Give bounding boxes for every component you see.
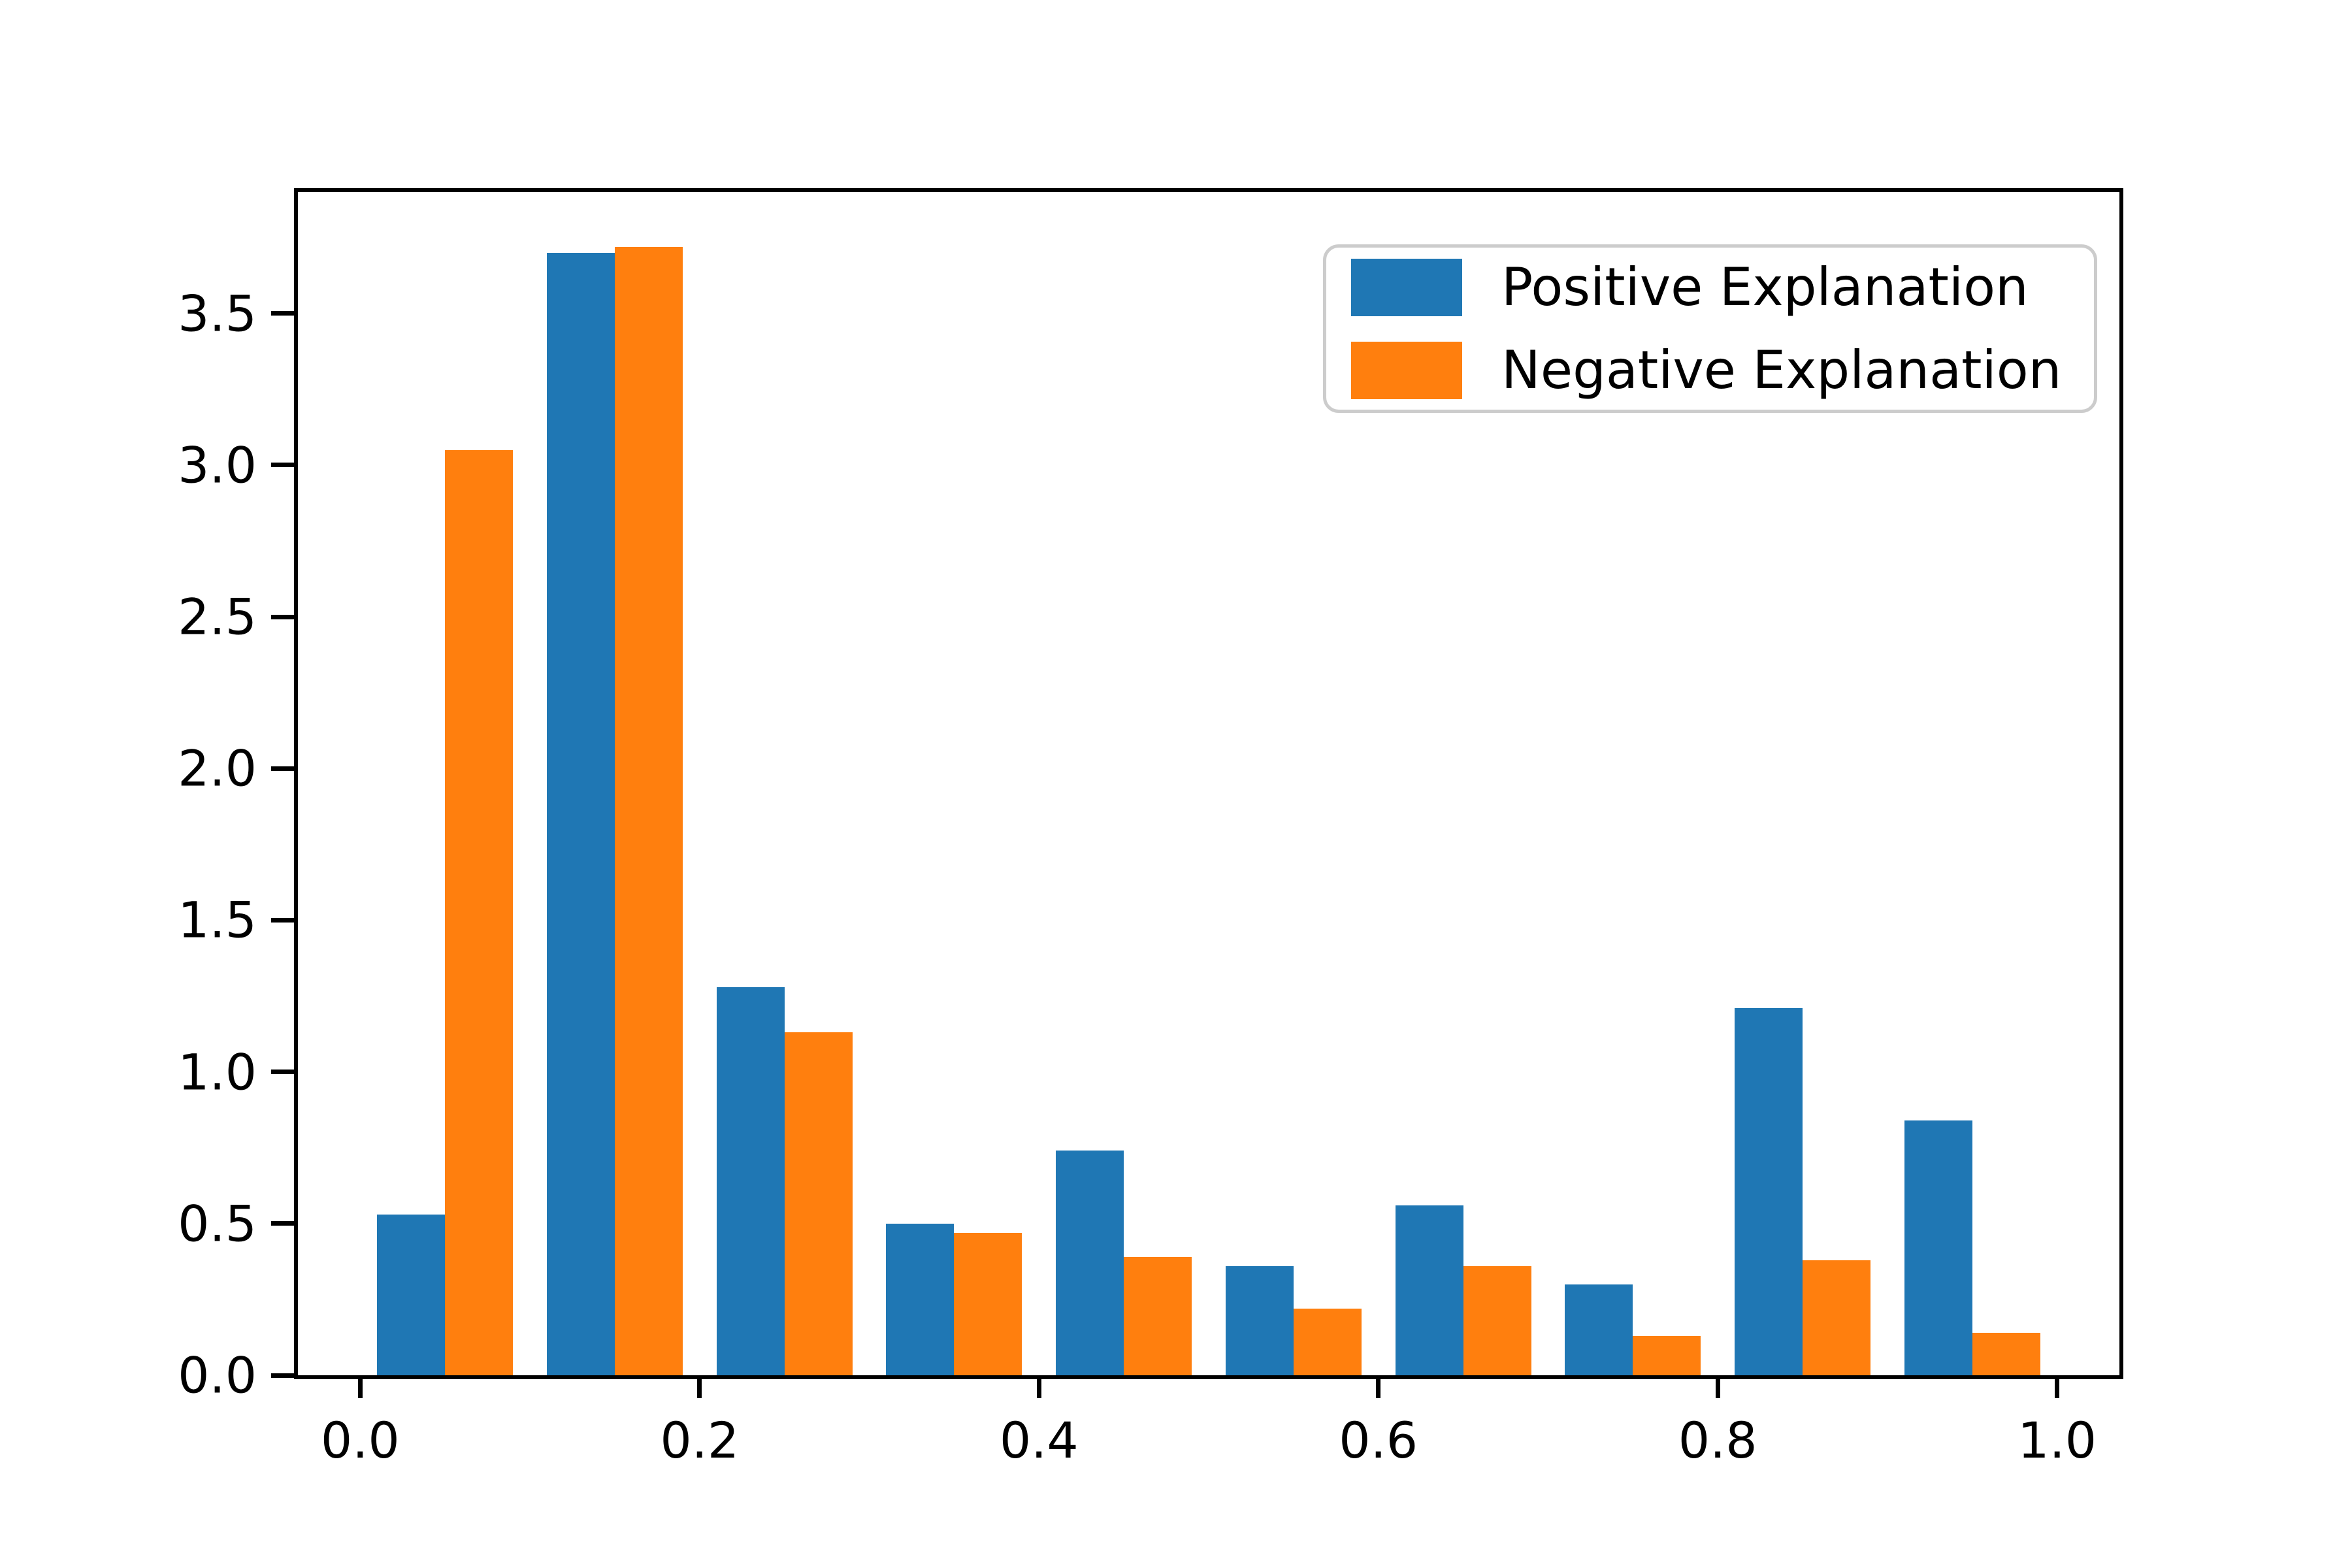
bar-negative-bin9	[1972, 1333, 2040, 1375]
bar-positive-bin0	[377, 1214, 446, 1375]
bar-positive-bin2	[716, 987, 785, 1375]
x-tick-0.2	[697, 1375, 702, 1398]
x-tick-label-0.2: 0.2	[660, 1411, 740, 1469]
y-tick-label-0.5: 0.5	[178, 1194, 257, 1253]
bar-positive-bin8	[1735, 1008, 1803, 1375]
x-tick-0.6	[1376, 1375, 1381, 1398]
x-tick-label-0.8: 0.8	[1678, 1411, 1757, 1469]
legend-label-positive: Positive Explanation	[1501, 257, 2029, 318]
bar-negative-bin3	[954, 1232, 1022, 1375]
x-tick-0.8	[1715, 1375, 1720, 1398]
y-tick-label-1.5: 1.5	[178, 890, 257, 949]
legend-label-negative: Negative Explanation	[1501, 340, 2062, 400]
bar-negative-bin2	[784, 1032, 853, 1375]
y-tick-3.0	[271, 463, 294, 468]
y-tick-label-2.0: 2.0	[178, 739, 257, 798]
y-tick-2.0	[271, 766, 294, 771]
x-tick-label-0.4: 0.4	[999, 1411, 1079, 1469]
x-tick-1.0	[2055, 1375, 2060, 1398]
legend-swatch-negative-icon	[1351, 341, 1462, 399]
bar-positive-bin4	[1056, 1151, 1124, 1375]
y-tick-3.5	[271, 311, 294, 316]
legend: Positive Explanation Negative Explanatio…	[1323, 244, 2097, 413]
bar-negative-bin4	[1124, 1256, 1192, 1375]
y-tick-0.0	[271, 1373, 294, 1378]
bar-positive-bin7	[1565, 1284, 1633, 1375]
y-tick-label-0.0: 0.0	[178, 1346, 257, 1405]
y-tick-label-3.0: 3.0	[178, 436, 257, 495]
y-tick-2.5	[271, 614, 294, 619]
y-tick-label-3.5: 3.5	[178, 284, 257, 343]
bar-negative-bin6	[1463, 1266, 1531, 1375]
y-tick-1.0	[271, 1070, 294, 1075]
bar-negative-bin5	[1293, 1308, 1362, 1375]
y-tick-label-1.0: 1.0	[178, 1043, 257, 1102]
y-tick-label-2.5: 2.5	[178, 587, 257, 646]
legend-swatch-positive-icon	[1351, 258, 1462, 316]
x-tick-label-1.0: 1.0	[2017, 1411, 2097, 1469]
bar-negative-bin8	[1803, 1260, 1870, 1375]
bar-positive-bin3	[886, 1223, 955, 1375]
bar-positive-bin5	[1225, 1266, 1294, 1375]
bar-positive-bin1	[547, 252, 615, 1375]
bar-negative-bin7	[1633, 1335, 1701, 1375]
bar-positive-bin6	[1395, 1205, 1463, 1375]
x-tick-0.4	[1036, 1375, 1041, 1398]
y-tick-1.5	[271, 917, 294, 923]
legend-item-negative: Negative Explanation	[1351, 340, 2094, 400]
x-tick-0.0	[357, 1375, 363, 1398]
x-tick-label-0.6: 0.6	[1339, 1411, 1418, 1469]
bar-positive-bin9	[1904, 1120, 1972, 1375]
y-tick-0.5	[271, 1221, 294, 1226]
legend-item-positive: Positive Explanation	[1351, 257, 2094, 318]
x-tick-label-0.0: 0.0	[320, 1411, 400, 1469]
bar-negative-bin0	[445, 449, 514, 1375]
bar-negative-bin1	[614, 246, 683, 1375]
